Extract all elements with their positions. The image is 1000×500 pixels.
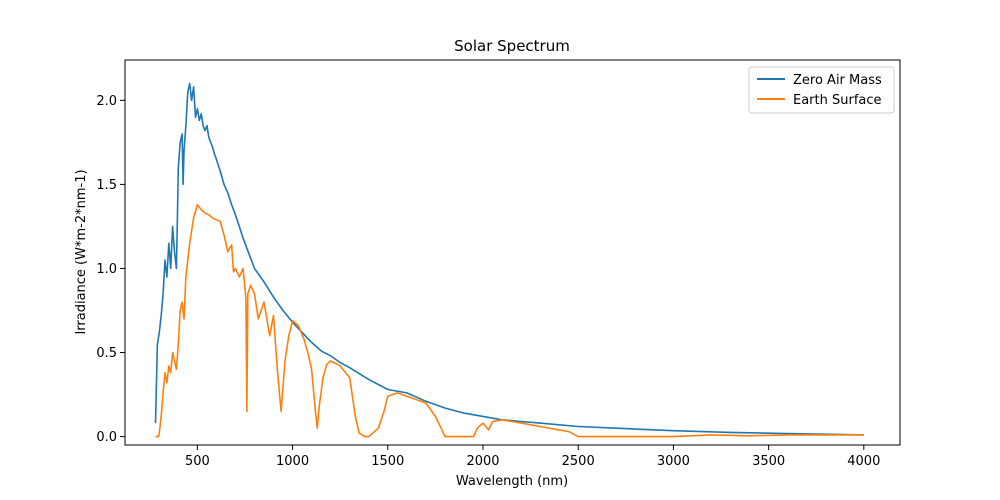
x-axis-label: Wavelength (nm) — [456, 474, 568, 489]
chart-title: Solar Spectrum — [454, 37, 570, 55]
x-tick-label: 3500 — [752, 454, 785, 469]
legend-label-zero-air-mass: Zero Air Mass — [793, 73, 882, 88]
y-tick-label: 0.5 — [96, 346, 117, 361]
y-tick-label: 0.0 — [96, 430, 117, 445]
y-tick-label: 2.0 — [96, 94, 117, 109]
y-tick-label: 1.5 — [96, 178, 117, 193]
x-tick-label: 1500 — [371, 454, 404, 469]
legend: Zero Air Mass Earth Surface — [749, 67, 894, 113]
legend-label-earth-surface: Earth Surface — [793, 93, 882, 108]
x-tick-label: 1000 — [276, 454, 309, 469]
x-tick-label: 500 — [185, 454, 210, 469]
x-tick-label: 4000 — [847, 454, 880, 469]
y-tick-label: 1.0 — [96, 262, 117, 277]
y-axis-label: Irradiance (W*m-2*nm-1) — [74, 169, 89, 334]
x-tick-label: 2000 — [466, 454, 499, 469]
x-tick-label: 2500 — [562, 454, 595, 469]
x-tick-label: 3000 — [657, 454, 690, 469]
